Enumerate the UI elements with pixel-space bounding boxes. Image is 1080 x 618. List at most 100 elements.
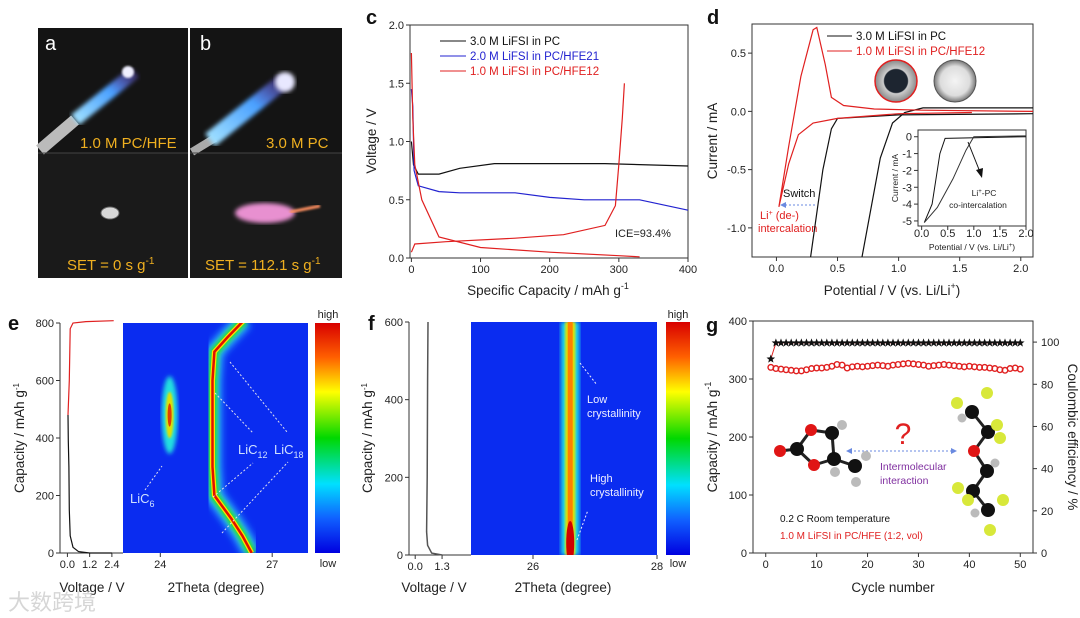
ce-star-marker xyxy=(1016,338,1025,347)
inset-chart: 0.0 0.5 1.0 1.5 2.00-1-2-3-4-5Li+-PCco-inter… xyxy=(890,129,1034,252)
condition-label: 0.2 C Room temperature xyxy=(780,514,890,525)
pc-molecule-icon xyxy=(774,420,871,487)
low-label: Low xyxy=(587,394,607,406)
panel-c-texts: Specific Capacity / mAh g-1 Voltage / V … xyxy=(364,108,671,298)
ce-star-marker xyxy=(934,338,944,347)
legend-label: 1.0 M LiFSI in PC/HFE12 xyxy=(470,66,599,78)
ce-star-marker xyxy=(786,338,796,347)
y-axis-label: Current / mA xyxy=(705,103,720,180)
x-tick-label: 200 xyxy=(541,264,559,276)
x-tick-label: 50 xyxy=(1014,559,1026,571)
ce-star-marker xyxy=(827,338,837,347)
y2-tick-label: 80 xyxy=(1041,379,1053,391)
annotation-arrow xyxy=(229,361,288,433)
panel-f-texts: Capacity / mAh g-1 Voltage / V 2Theta (d… xyxy=(360,309,688,595)
phase-label: LiC xyxy=(274,442,294,457)
y-tick-label: 100 xyxy=(729,490,747,502)
ce-star-marker xyxy=(985,338,994,347)
panel-b-photo: b 3.0 M PC SET = 112.1 s g-1 xyxy=(189,28,342,278)
ce-star-marker xyxy=(909,338,918,347)
ce-star-marker xyxy=(812,338,821,347)
ce-star-marker xyxy=(939,338,949,347)
ce-star-marker xyxy=(802,338,811,347)
hfe-molecule-icon xyxy=(951,387,1009,536)
x-tick-label: 0 xyxy=(408,264,414,276)
heatmap-features xyxy=(480,322,580,555)
intercalation-label: intercalation xyxy=(758,223,817,235)
ce-star-marker xyxy=(965,338,974,347)
coin-cell-photo-dark xyxy=(874,59,918,103)
heatmap-features xyxy=(161,323,259,553)
x-tick-label: 1.5 xyxy=(992,228,1007,240)
x-tick-label: 0.0 xyxy=(914,228,929,240)
ce-star-marker xyxy=(771,338,781,347)
legend-label: 1.0 M LiFSI in PC/HFE12 xyxy=(856,46,985,58)
series-line-2 xyxy=(778,26,1034,208)
lic6-peak-core xyxy=(167,403,172,427)
y-tick-label: -3 xyxy=(902,182,912,194)
ce-star-marker xyxy=(924,338,933,347)
y-tick-label: 600 xyxy=(36,376,54,388)
y-tick-label: 0 xyxy=(397,550,403,562)
y-axis-label: Voltage / V xyxy=(364,108,379,173)
y-axis-label: Capacity / mAh g-1 xyxy=(12,383,27,493)
y-tick-label: 1.0 xyxy=(389,137,404,149)
ce-star-marker xyxy=(960,338,969,347)
flame xyxy=(70,66,140,126)
voltage-curve xyxy=(425,321,443,556)
low-label-2: crystallinity xyxy=(587,408,641,420)
y-tick-label: 300 xyxy=(729,374,747,386)
y-tick-label: -0.5 xyxy=(727,165,746,177)
switch-label: Switch xyxy=(783,188,815,200)
caption-a-bottom: SET = 0 s g-1 xyxy=(67,256,155,274)
y2-axis-label: Coulombic efficiency / % xyxy=(1065,364,1080,511)
main-peak-core xyxy=(567,322,573,555)
ce-star-marker xyxy=(776,338,786,347)
colorbar-high: high xyxy=(668,309,689,321)
ce-star-marker xyxy=(995,338,1005,347)
main-peak-core xyxy=(211,323,253,553)
x-axis-label: Potential / V (vs. Li/Li+) xyxy=(824,281,961,298)
annotation-arrow xyxy=(212,462,254,498)
y-tick-label: 0.5 xyxy=(389,195,404,207)
x-tick-label: 2.0 xyxy=(1013,263,1028,275)
interaction-label-1: Intermolecular xyxy=(880,461,947,473)
inset-x-label-sup: + xyxy=(1009,243,1013,249)
burning-sample xyxy=(235,203,295,223)
y-tick-label: 0 xyxy=(906,132,912,144)
torch-nozzle xyxy=(36,115,79,155)
x-axis-label: Specific Capacity / mAh g-1 xyxy=(467,281,629,298)
voltage-axis-label: Voltage / V xyxy=(401,580,466,595)
theta-axis-label: 2Theta (degree) xyxy=(515,580,612,595)
x-tick-label: 0.5 xyxy=(830,263,845,275)
y2-tick-label: 40 xyxy=(1041,464,1053,476)
question-mark: ? xyxy=(895,418,912,451)
lic18-label: LiC18 xyxy=(274,442,304,460)
capacity-marker xyxy=(838,361,846,369)
ce-star-marker xyxy=(842,338,852,347)
y-tick-label: 400 xyxy=(385,395,403,407)
phase-label: LiC xyxy=(238,442,258,457)
y-tick-label: 200 xyxy=(729,432,747,444)
y-tick-label: 200 xyxy=(36,491,54,503)
ce-star-marker xyxy=(781,338,791,347)
interaction-label-2: interaction xyxy=(880,475,929,487)
x-tick-label: 28 xyxy=(651,561,663,573)
y-tick-label: 400 xyxy=(36,433,54,445)
ce-star-marker xyxy=(873,338,882,347)
inset-x-label: Potential / V (vs. Li/Li+) xyxy=(929,242,1015,252)
annotation-arrow xyxy=(144,465,163,491)
y-tick-label: -2 xyxy=(902,165,912,177)
chart-g: 0 10 20 30 40 50 0 100 200 300 400 0 20 40 60 80 100 xyxy=(729,316,1060,571)
ce-star-marker xyxy=(853,338,862,347)
x-tick-label: 2.0 xyxy=(1018,228,1033,240)
ce-star-marker xyxy=(904,338,913,347)
flame xyxy=(205,73,290,147)
colorbar xyxy=(315,323,340,553)
chart-f: Low crystallinity High crystallinity 0 200 400… xyxy=(385,317,690,573)
colorbar-high: high xyxy=(318,309,339,321)
li-deintercalation-label: Li+ (de-) xyxy=(760,210,799,222)
ce-star-marker xyxy=(944,338,954,347)
